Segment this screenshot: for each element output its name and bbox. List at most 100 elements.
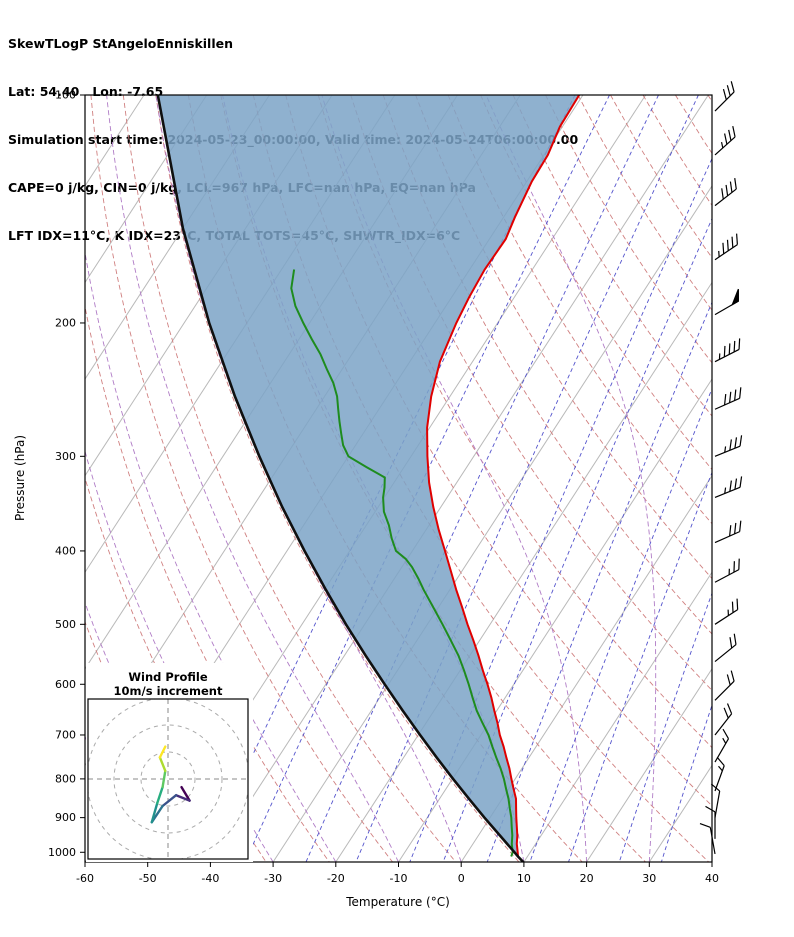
barb-full-feather — [726, 674, 731, 686]
barb-full-feather — [734, 389, 737, 401]
isotherm-line — [209, 95, 709, 862]
wind-barb — [699, 823, 716, 855]
hodograph-segment — [158, 756, 167, 773]
barb-full-feather — [729, 637, 733, 649]
moist-adiabat-line — [155, 95, 462, 862]
hodograph-segment — [161, 794, 178, 808]
wind-barb — [714, 178, 737, 207]
barb-full-feather — [722, 242, 725, 254]
wind-barb — [714, 728, 730, 763]
y-tick-label: 900 — [55, 811, 76, 824]
barb-full-feather — [725, 184, 729, 196]
hodograph-segment — [150, 802, 159, 824]
barb-full-feather — [733, 633, 737, 645]
barb-staff — [714, 397, 740, 410]
y-tick-label: 200 — [55, 316, 76, 329]
y-tick-label: 300 — [55, 450, 76, 463]
barb-staff — [714, 790, 721, 818]
hodograph-segment — [158, 745, 167, 759]
barb-full-feather — [729, 391, 732, 403]
isotherm-line — [586, 667, 712, 862]
barb-full-feather — [721, 188, 724, 200]
mixing-ratio-line — [529, 387, 712, 862]
barb-full-feather — [729, 181, 733, 193]
barb-full-feather — [733, 340, 736, 352]
barb-full-feather — [710, 783, 721, 792]
hodograph-border — [87, 698, 249, 860]
figure-title: SkewTLogP StAngeloEnniskillen — [8, 36, 233, 51]
barb-full-feather — [734, 478, 738, 490]
x-tick-label: -20 — [327, 872, 345, 885]
wind-barb — [714, 598, 739, 625]
dry-adiabat-line — [350, 95, 712, 691]
barb-half-feather — [724, 487, 727, 494]
barb-staff — [714, 445, 741, 457]
isotherm-line — [460, 474, 712, 862]
barb-staff — [714, 486, 741, 499]
dry-adiabat-line — [707, 95, 712, 103]
parcel-env-shade — [157, 95, 580, 857]
barb-half-feather — [720, 141, 724, 149]
hodograph-bg — [88, 699, 248, 859]
barb-full-feather — [736, 598, 739, 610]
barb-staff — [714, 136, 736, 156]
x-tick-label: 30 — [642, 872, 656, 885]
barb-full-feather — [726, 85, 731, 96]
x-axis-title: Temperature (°C) — [345, 895, 450, 909]
wind-barb — [714, 338, 741, 363]
hodograph-title: Wind Profile — [128, 670, 208, 684]
dry-adiabat-line — [642, 95, 712, 207]
dry-adiabat-line — [577, 95, 712, 311]
hodograph-ring — [113, 724, 223, 834]
wind-barb — [714, 233, 738, 261]
wind-barb — [714, 520, 742, 544]
y-tick-label: 500 — [55, 618, 76, 631]
barb-half-feather — [724, 446, 727, 453]
y-tick-label: 700 — [55, 728, 76, 741]
isotherm-line — [648, 764, 712, 862]
barb-full-feather — [723, 393, 727, 406]
dry-adiabat-line — [90, 95, 393, 862]
dewpoint-line — [290, 269, 514, 857]
dry-adiabat-line — [122, 95, 457, 862]
dry-adiabat-line — [0, 95, 76, 862]
barb-staff — [709, 827, 716, 855]
barb-staff — [714, 644, 737, 663]
hodograph-segment — [180, 785, 191, 802]
barb-full-feather — [736, 233, 738, 245]
dry-adiabat-line — [675, 95, 712, 155]
y-tick-label: 600 — [55, 678, 76, 691]
barb-full-feather — [699, 823, 711, 828]
x-tick-label: -60 — [76, 872, 94, 885]
mixing-ratio-line — [660, 703, 712, 862]
mixing-ratio-line — [618, 591, 712, 862]
dry-adiabat-line — [545, 95, 712, 364]
barb-full-feather — [716, 756, 725, 767]
dry-adiabat-line — [415, 95, 712, 580]
isotherm-line — [85, 95, 208, 284]
wind-barb — [714, 81, 735, 112]
mixing-ratio-line — [568, 471, 712, 862]
x-tick-label: -10 — [390, 872, 408, 885]
hodograph-segment — [174, 794, 191, 802]
barb-full-feather — [724, 133, 728, 145]
x-tick-label: -40 — [201, 872, 219, 885]
wind-barb — [714, 670, 735, 701]
barb-staff — [714, 91, 735, 112]
barb-full-feather — [729, 525, 732, 537]
y-tick-label: 800 — [55, 772, 76, 785]
barb-full-feather — [726, 703, 733, 714]
y-tick-label: 1000 — [48, 846, 76, 859]
barb-staff — [714, 188, 737, 207]
dry-adiabat-line — [512, 95, 712, 417]
wind-barb — [714, 558, 740, 583]
barb-full-feather — [739, 520, 742, 532]
barb-full-feather — [723, 345, 726, 357]
wind-barb — [710, 783, 721, 818]
barb-staff — [714, 738, 730, 763]
barb-staff — [714, 713, 733, 736]
x-tick-label: 40 — [705, 872, 719, 885]
barb-full-feather — [730, 670, 735, 682]
